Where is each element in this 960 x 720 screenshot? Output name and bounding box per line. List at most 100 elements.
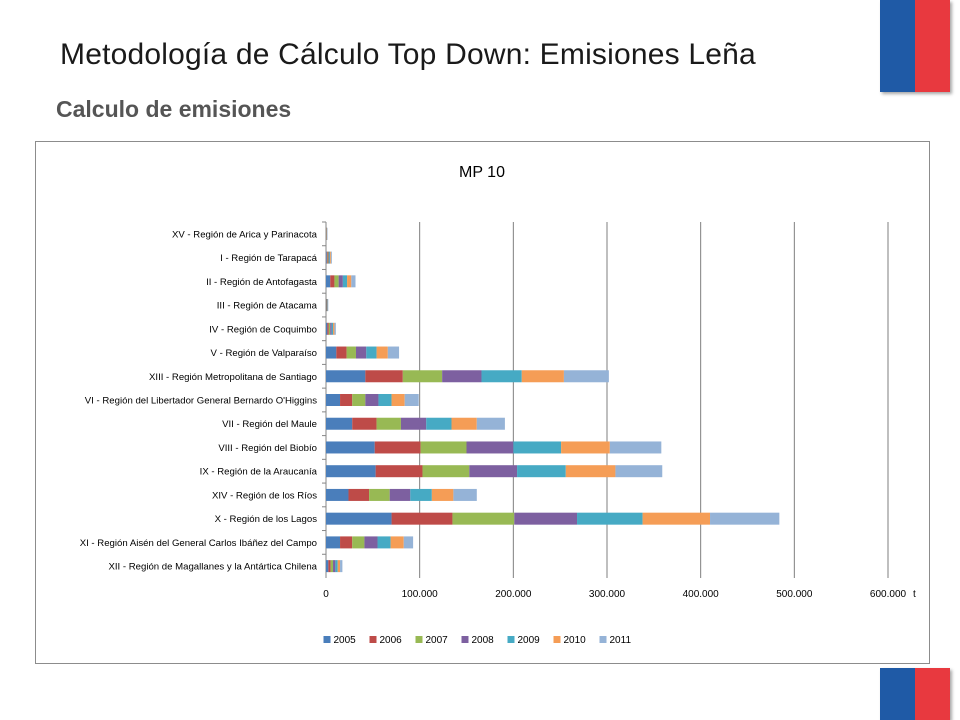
legend: 2005 2006 2007 2008 2009 2010 2011 [323,635,631,646]
bar-segment-2007 [402,370,443,383]
bar-segment-2005 [326,417,353,430]
legend-label-2008: 2008 [472,635,495,646]
bar-segment-2009 [335,560,338,573]
bar-segment-2008 [330,322,332,335]
flag-blue-stripe [880,668,915,720]
category-label: VI - Región del Libertador General Berna… [85,396,317,407]
bar-segment-2007 [330,560,334,573]
bar-segment-2010 [521,370,564,383]
chart-title: MP 10 [459,164,505,181]
slide-title: Metodología de Cálculo Top Down: Emision… [60,38,756,71]
bars [326,227,780,573]
chart-frame: MP 10 XV - Región de Arica y Parinacota I… [35,141,930,664]
bar-segment-2010 [337,560,341,573]
bar-segment-2010 [347,275,352,288]
bar-segment-2009 [577,512,643,525]
bar-segment-2011 [340,560,343,573]
bar-segment-2006 [327,322,329,335]
bar-segment-2010 [390,536,404,549]
stacked-bar-chart: MP 10 XV - Región de Arica y Parinacota I… [80,164,916,646]
bar-segment-2006 [330,275,335,288]
category-label: IX - Región de la Araucanía [200,467,318,478]
bar-segment-2010 [376,346,388,359]
category-label: XV - Región de Arica y Parinacota [172,229,318,240]
bar-segment-2007 [334,275,339,288]
bar-segment-2007 [328,322,331,335]
bar-segment-2011 [609,441,662,454]
bar-segment-2008 [365,394,379,406]
bar-segment-2005 [326,394,341,406]
category-label: X - Región de los Lagos [215,514,318,525]
category-label: I - Región de Tarapacá [220,253,318,264]
bar-segment-2011 [710,512,780,525]
bar-segment-2006 [391,512,453,525]
bar-segment-2009 [517,465,566,478]
bar-segment-2005 [326,441,375,454]
bar-segment-2009 [331,322,334,335]
flag-red-stripe [915,0,950,92]
bar-segment-2011 [404,394,419,406]
bar-segment-2005 [326,560,329,573]
legend-label-2006: 2006 [380,635,403,646]
bar-segment-2009 [426,417,452,430]
legend-label-2009: 2009 [518,635,541,646]
bar-segment-2010 [565,465,616,478]
bar-segment-2009 [377,536,391,549]
bar-segment-2009 [329,251,331,264]
bar-segment-2011 [563,370,609,383]
category-label: VIII - Región del Biobío [218,443,317,454]
category-label: VII - Región del Maule [222,419,317,430]
bar-segment-2009 [378,394,392,406]
legend-label-2007: 2007 [426,635,449,646]
x-tick-label: 600.000 [870,589,907,600]
bar-segment-2007 [376,417,401,430]
bar-segment-2007 [352,536,365,549]
bar-segment-2005 [326,488,349,501]
bar-segment-2011 [476,417,505,430]
bar-segment-2011 [331,251,332,264]
bar-segment-2007 [422,465,470,478]
bar-segment-2008 [469,465,518,478]
bar-segment-2010 [431,488,454,501]
bar-segment-2005 [326,370,366,383]
bar-segment-2008 [466,441,514,454]
legend-label-2010: 2010 [564,635,587,646]
x-tick-label: 400.000 [683,589,720,600]
flag-logo-top [880,0,950,92]
slide-subtitle: Calculo de emisiones [56,96,292,122]
bar-segment-2011 [453,488,477,501]
bar-segment-2008 [400,417,427,430]
x-axis-ticks: 0 100.000 200.000 300.000 400.000 500.000 600.… [323,589,906,600]
bar-segment-2005 [326,512,392,525]
bar-segment-2008 [389,488,411,501]
bar-segment-2007 [452,512,515,525]
x-tick-label: 100.000 [402,589,439,600]
bar-segment-2005 [326,275,331,288]
bar-segment-2008 [442,370,482,383]
bar-segment-2009 [342,275,348,288]
legend-swatch-2011 [599,636,607,643]
bar-segment-2010 [642,512,711,525]
bar-segment-2008 [338,275,343,288]
bar-segment-2010 [391,394,405,406]
bar-segment-2011 [326,227,328,240]
category-label: XIV - Región de los Ríos [212,490,317,501]
bar-segment-2008 [514,512,578,525]
bar-segment-2005 [326,251,327,264]
flag-logo-bottom [880,668,950,720]
bar-segment-2010 [451,417,477,430]
bar-segment-2011 [387,346,400,359]
x-axis-unit: t [913,589,916,600]
bar-segment-2011 [334,322,336,335]
bar-segment-2006 [340,536,353,549]
bar-segment-2007 [327,251,329,264]
bar-segment-2011 [615,465,663,478]
bar-segment-2006 [336,346,347,359]
bar-segment-2005 [326,536,341,549]
bar-segment-2005 [326,346,337,359]
bar-segment-2011 [403,536,414,549]
legend-swatch-2010 [553,636,561,643]
bar-segment-2008 [355,346,367,359]
flag-blue-stripe [880,0,915,92]
bar-segment-2006 [352,417,377,430]
